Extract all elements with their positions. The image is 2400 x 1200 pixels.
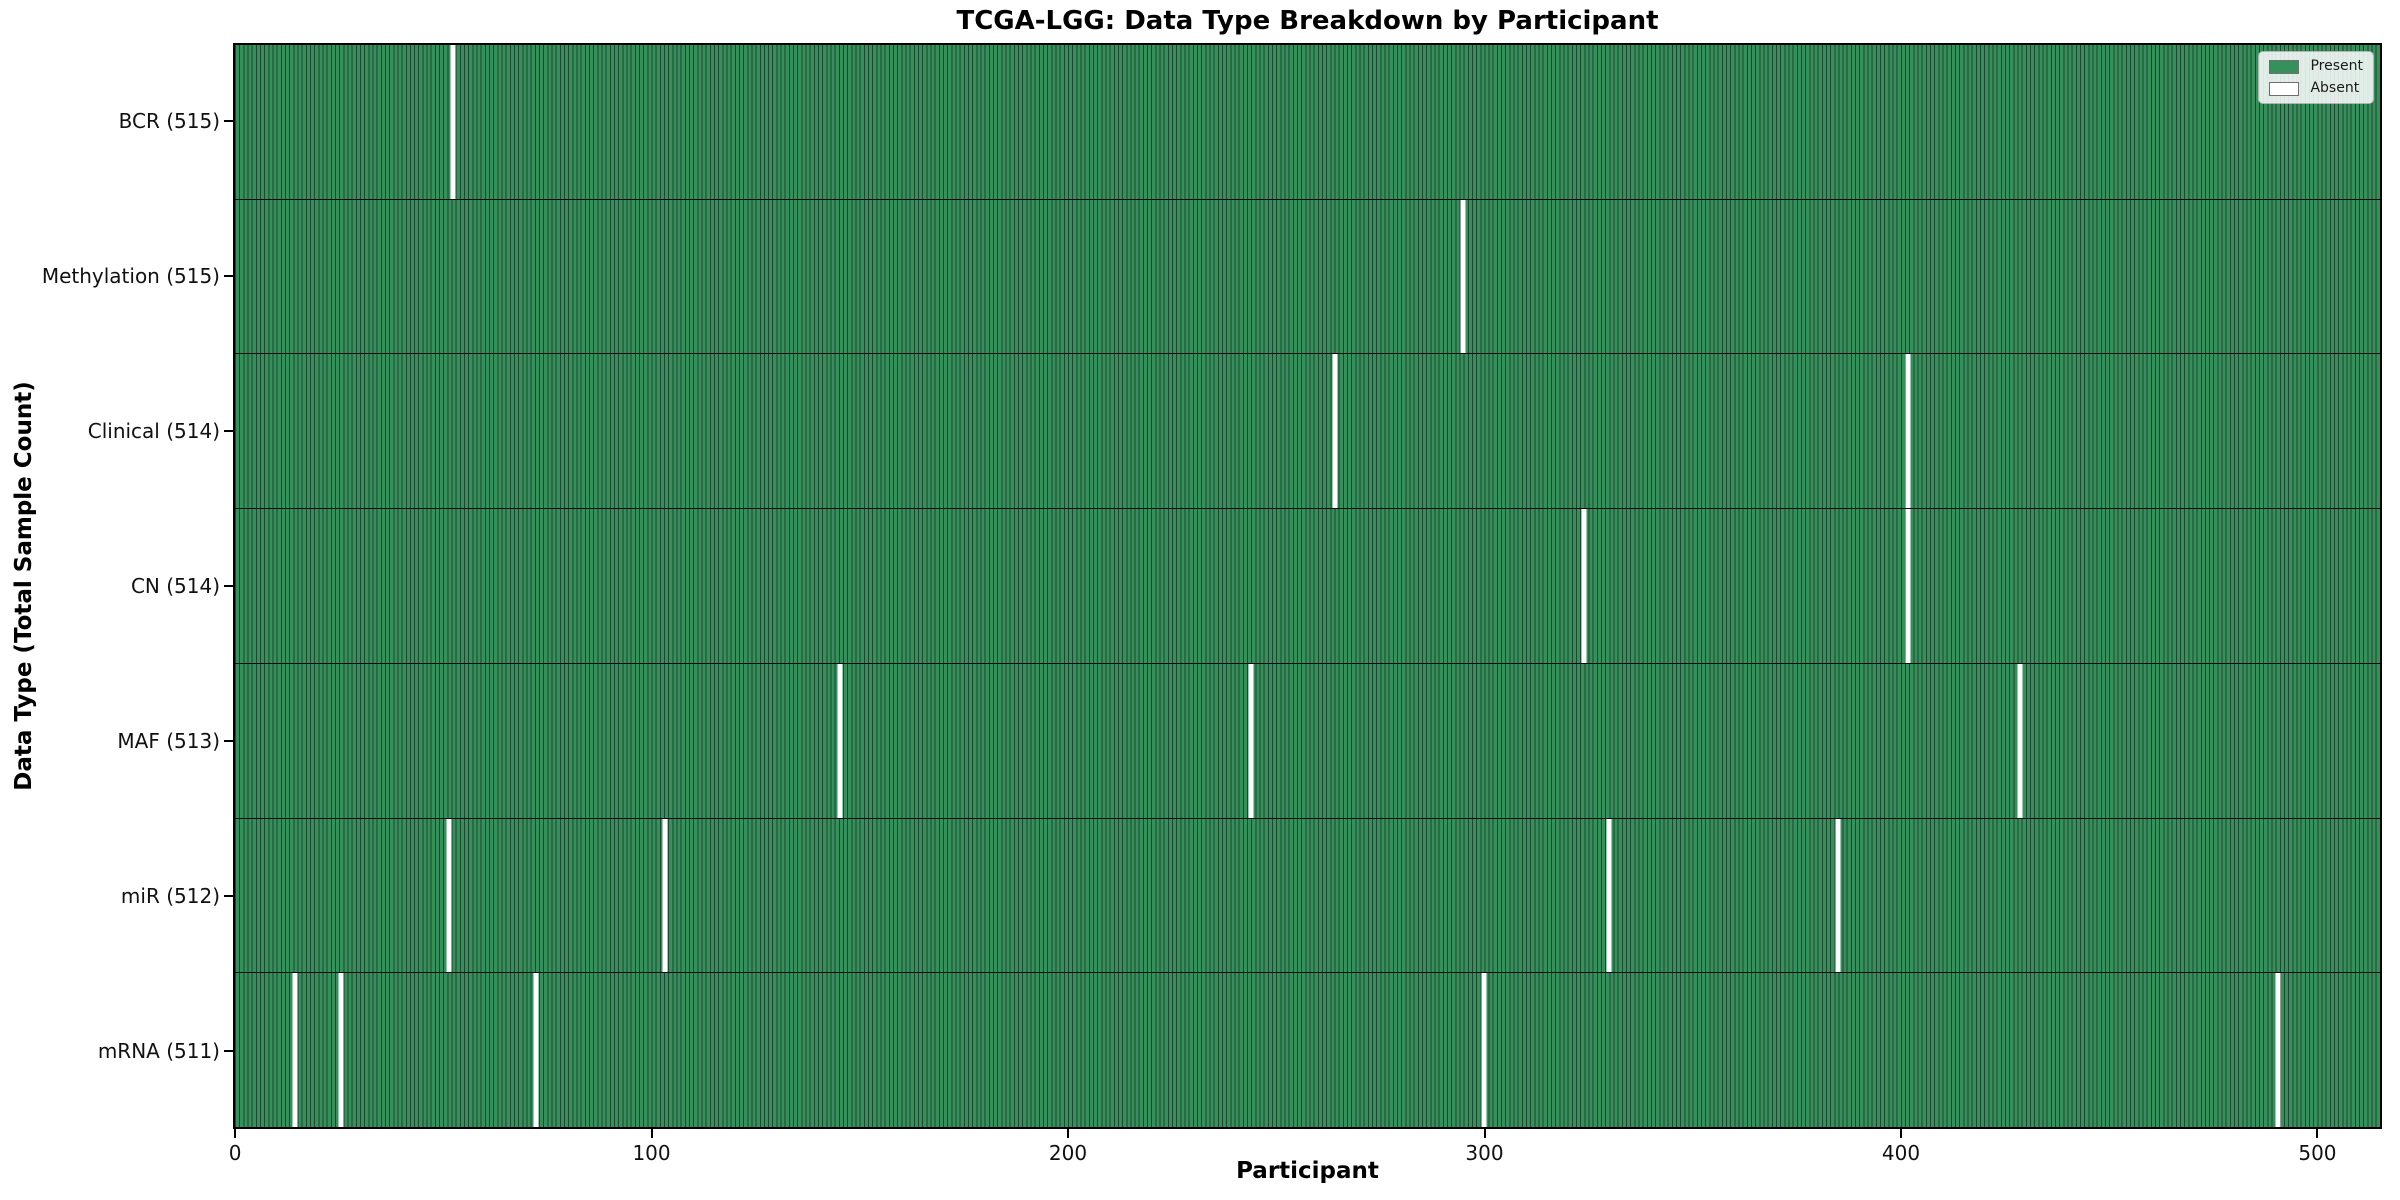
y-tick-label: MAF (513): [117, 729, 220, 754]
legend: Present Absent: [2258, 51, 2374, 104]
x-tick-mark: [1483, 1129, 1486, 1138]
absent-marker: [2017, 663, 2023, 818]
y-tick-label: Methylation (515): [41, 263, 220, 288]
absent-marker: [837, 663, 843, 818]
legend-item-present: Present: [2269, 59, 2363, 74]
x-tick-mark: [1899, 1129, 1902, 1138]
y-tick-label: mRNA (511): [97, 1039, 220, 1064]
absent-marker: [338, 973, 344, 1128]
y-tick-mark: [224, 274, 233, 277]
y-tick-mark: [224, 585, 233, 587]
y-tick-label: miR (512): [120, 884, 220, 909]
legend-label-absent: Absent: [2310, 80, 2360, 96]
x-tick-label: 300: [1465, 1141, 1504, 1165]
absent-marker: [2275, 973, 2281, 1128]
heatmap-row: [235, 663, 2380, 819]
absent-marker: [1332, 354, 1338, 509]
x-axis-label: Participant: [1236, 1158, 1379, 1184]
x-tick-label: 0: [228, 1141, 242, 1165]
y-tick-mark: [224, 1050, 233, 1053]
absent-marker: [1606, 818, 1612, 973]
y-tick-label: CN (514): [130, 574, 220, 598]
heatmap-row: [235, 818, 2380, 974]
absent-marker: [446, 818, 452, 973]
plot-area: Present Absent: [233, 43, 2382, 1129]
absent-marker: [1905, 509, 1911, 663]
absent-marker: [1835, 818, 1840, 973]
heatmap-row: [235, 199, 2380, 355]
absent-marker: [1581, 509, 1587, 663]
present-swatch: [2269, 59, 2300, 74]
x-axis-ticks: 0 100 200 300 400 500: [229, 1129, 2382, 1179]
heatmap-rows-container: [235, 45, 2380, 1128]
heatmap-row: [235, 509, 2380, 664]
y-tick-mark: [224, 895, 233, 898]
x-tick-label: 400: [1881, 1141, 1921, 1165]
absent-marker: [1905, 354, 1911, 509]
absent-marker: [450, 45, 456, 199]
absent-marker: [1460, 199, 1466, 354]
x-tick-mark: [1067, 1129, 1070, 1138]
x-tick-mark: [2316, 1129, 2319, 1138]
y-tick-mark: [224, 429, 233, 432]
y-tick-mark: [224, 119, 233, 122]
x-tick-label: 500: [2298, 1141, 2337, 1165]
absent-marker: [1481, 973, 1487, 1128]
x-tick-mark: [650, 1129, 653, 1138]
absent-marker: [533, 973, 539, 1128]
legend-item-absent: Absent: [2269, 81, 2363, 96]
absent-marker: [1248, 663, 1254, 818]
x-tick-mark: [234, 1129, 237, 1138]
heatmap-row: [235, 45, 2380, 200]
x-tick-label: 100: [632, 1141, 671, 1165]
absent-swatch: [2269, 81, 2300, 96]
x-tick-label: 200: [1048, 1141, 1088, 1165]
y-tick-mark: [224, 740, 233, 743]
y-tick-label: Clinical (514): [87, 418, 220, 443]
heatmap-row: [235, 973, 2380, 1128]
heatmap-row: [235, 354, 2380, 510]
y-tick-label: BCR (515): [118, 108, 220, 133]
chart-title: TCGA-LGG: Data Type Breakdown by Partici…: [956, 6, 1659, 36]
legend-label-present: Present: [2310, 58, 2363, 74]
absent-marker: [662, 818, 668, 973]
absent-marker: [292, 973, 298, 1128]
